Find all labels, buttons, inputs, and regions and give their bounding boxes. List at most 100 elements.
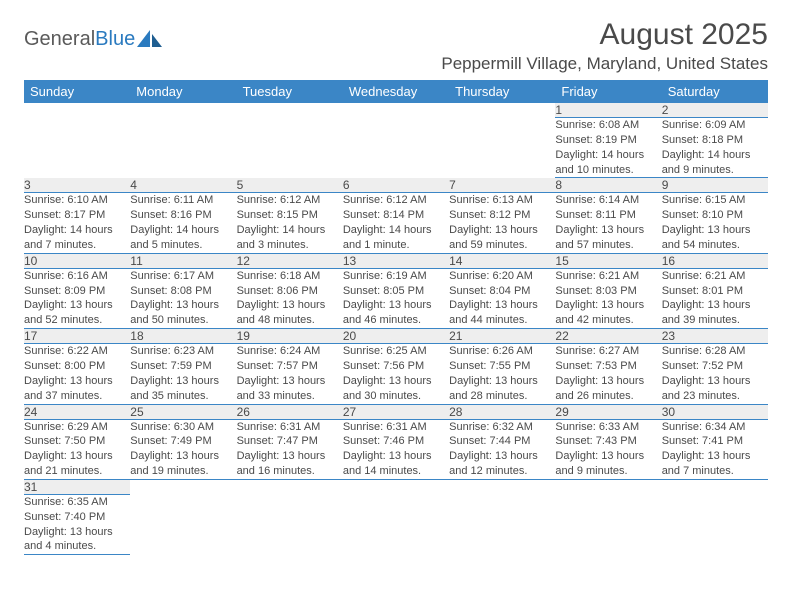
- day-number-row: 10111213141516: [24, 253, 768, 268]
- day-number: 14: [449, 253, 555, 268]
- day-detail: Sunrise: 6:24 AMSunset: 7:57 PMDaylight:…: [237, 344, 343, 404]
- day-number: 5: [237, 178, 343, 193]
- day-header: Saturday: [662, 80, 768, 103]
- day-detail: Sunrise: 6:26 AMSunset: 7:55 PMDaylight:…: [449, 344, 555, 404]
- day-header: Friday: [555, 80, 661, 103]
- day-number: 30: [662, 404, 768, 419]
- day-detail: Sunrise: 6:23 AMSunset: 7:59 PMDaylight:…: [130, 344, 236, 404]
- day-detail: Sunrise: 6:16 AMSunset: 8:09 PMDaylight:…: [24, 268, 130, 328]
- day-number: 7: [449, 178, 555, 193]
- day-detail-row: Sunrise: 6:35 AMSunset: 7:40 PMDaylight:…: [24, 494, 768, 554]
- empty-cell: [130, 494, 236, 554]
- day-detail: Sunrise: 6:10 AMSunset: 8:17 PMDaylight:…: [24, 193, 130, 253]
- logo-sail-icon: [137, 30, 163, 48]
- day-number: 6: [343, 178, 449, 193]
- day-detail: Sunrise: 6:19 AMSunset: 8:05 PMDaylight:…: [343, 268, 449, 328]
- day-number: 16: [662, 253, 768, 268]
- day-number: 21: [449, 329, 555, 344]
- month-title: August 2025: [441, 18, 768, 52]
- empty-cell: [449, 479, 555, 494]
- day-header: Tuesday: [237, 80, 343, 103]
- day-header: Wednesday: [343, 80, 449, 103]
- empty-cell: [237, 103, 343, 118]
- day-header-row: SundayMondayTuesdayWednesdayThursdayFrid…: [24, 80, 768, 103]
- day-detail: Sunrise: 6:34 AMSunset: 7:41 PMDaylight:…: [662, 419, 768, 479]
- day-detail: Sunrise: 6:27 AMSunset: 7:53 PMDaylight:…: [555, 344, 661, 404]
- day-detail: Sunrise: 6:13 AMSunset: 8:12 PMDaylight:…: [449, 193, 555, 253]
- day-number-row: 12: [24, 103, 768, 118]
- empty-cell: [343, 118, 449, 178]
- day-detail-row: Sunrise: 6:08 AMSunset: 8:19 PMDaylight:…: [24, 118, 768, 178]
- day-detail: Sunrise: 6:32 AMSunset: 7:44 PMDaylight:…: [449, 419, 555, 479]
- logo: GeneralBlue: [24, 18, 163, 51]
- day-detail: Sunrise: 6:28 AMSunset: 7:52 PMDaylight:…: [662, 344, 768, 404]
- empty-cell: [343, 103, 449, 118]
- day-detail: Sunrise: 6:17 AMSunset: 8:08 PMDaylight:…: [130, 268, 236, 328]
- day-number: 8: [555, 178, 661, 193]
- day-detail-row: Sunrise: 6:16 AMSunset: 8:09 PMDaylight:…: [24, 268, 768, 328]
- day-detail: Sunrise: 6:31 AMSunset: 7:47 PMDaylight:…: [237, 419, 343, 479]
- empty-cell: [130, 479, 236, 494]
- location: Peppermill Village, Maryland, United Sta…: [441, 54, 768, 74]
- empty-cell: [662, 494, 768, 554]
- day-number: 17: [24, 329, 130, 344]
- day-detail: Sunrise: 6:12 AMSunset: 8:15 PMDaylight:…: [237, 193, 343, 253]
- day-number: 11: [130, 253, 236, 268]
- day-number: 22: [555, 329, 661, 344]
- title-block: August 2025 Peppermill Village, Maryland…: [441, 18, 768, 74]
- day-detail: Sunrise: 6:30 AMSunset: 7:49 PMDaylight:…: [130, 419, 236, 479]
- day-number: 9: [662, 178, 768, 193]
- day-number: 15: [555, 253, 661, 268]
- day-number: 31: [24, 479, 130, 494]
- day-detail: Sunrise: 6:09 AMSunset: 8:18 PMDaylight:…: [662, 118, 768, 178]
- day-number: 29: [555, 404, 661, 419]
- day-detail: Sunrise: 6:11 AMSunset: 8:16 PMDaylight:…: [130, 193, 236, 253]
- day-number-row: 3456789: [24, 178, 768, 193]
- empty-cell: [555, 494, 661, 554]
- day-detail: Sunrise: 6:31 AMSunset: 7:46 PMDaylight:…: [343, 419, 449, 479]
- empty-cell: [662, 479, 768, 494]
- day-detail: Sunrise: 6:35 AMSunset: 7:40 PMDaylight:…: [24, 494, 130, 554]
- day-detail: Sunrise: 6:12 AMSunset: 8:14 PMDaylight:…: [343, 193, 449, 253]
- empty-cell: [449, 118, 555, 178]
- day-number: 10: [24, 253, 130, 268]
- day-number: 4: [130, 178, 236, 193]
- day-detail: Sunrise: 6:25 AMSunset: 7:56 PMDaylight:…: [343, 344, 449, 404]
- day-number: 20: [343, 329, 449, 344]
- empty-cell: [555, 479, 661, 494]
- day-number: 25: [130, 404, 236, 419]
- empty-cell: [130, 103, 236, 118]
- empty-cell: [130, 118, 236, 178]
- day-detail-row: Sunrise: 6:22 AMSunset: 8:00 PMDaylight:…: [24, 344, 768, 404]
- calendar-body: 12Sunrise: 6:08 AMSunset: 8:19 PMDayligh…: [24, 103, 768, 555]
- day-number-row: 17181920212223: [24, 329, 768, 344]
- header: GeneralBlue August 2025 Peppermill Villa…: [24, 18, 768, 74]
- day-number-row: 24252627282930: [24, 404, 768, 419]
- empty-cell: [237, 118, 343, 178]
- day-number: 23: [662, 329, 768, 344]
- day-detail: Sunrise: 6:18 AMSunset: 8:06 PMDaylight:…: [237, 268, 343, 328]
- day-number: 19: [237, 329, 343, 344]
- day-detail-row: Sunrise: 6:29 AMSunset: 7:50 PMDaylight:…: [24, 419, 768, 479]
- day-number: 12: [237, 253, 343, 268]
- empty-cell: [24, 103, 130, 118]
- day-number: 27: [343, 404, 449, 419]
- day-number-row: 31: [24, 479, 768, 494]
- day-detail: Sunrise: 6:21 AMSunset: 8:03 PMDaylight:…: [555, 268, 661, 328]
- day-number: 26: [237, 404, 343, 419]
- logo-word2: Blue: [95, 28, 135, 51]
- empty-cell: [343, 479, 449, 494]
- day-number: 28: [449, 404, 555, 419]
- day-detail: Sunrise: 6:29 AMSunset: 7:50 PMDaylight:…: [24, 419, 130, 479]
- day-detail: Sunrise: 6:15 AMSunset: 8:10 PMDaylight:…: [662, 193, 768, 253]
- empty-cell: [237, 494, 343, 554]
- day-number: 3: [24, 178, 130, 193]
- day-detail: Sunrise: 6:08 AMSunset: 8:19 PMDaylight:…: [555, 118, 661, 178]
- day-detail-row: Sunrise: 6:10 AMSunset: 8:17 PMDaylight:…: [24, 193, 768, 253]
- day-header: Sunday: [24, 80, 130, 103]
- day-detail: Sunrise: 6:22 AMSunset: 8:00 PMDaylight:…: [24, 344, 130, 404]
- logo-word1: General: [24, 28, 95, 51]
- calendar-table: SundayMondayTuesdayWednesdayThursdayFrid…: [24, 80, 768, 555]
- day-detail: Sunrise: 6:20 AMSunset: 8:04 PMDaylight:…: [449, 268, 555, 328]
- day-number: 18: [130, 329, 236, 344]
